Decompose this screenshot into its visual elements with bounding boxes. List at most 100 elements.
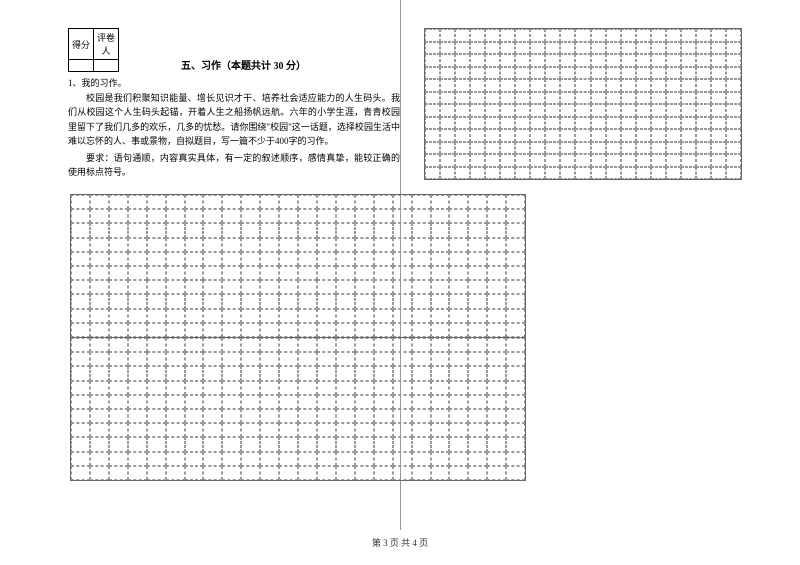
grid-cell [455, 154, 470, 167]
grid-cell [412, 209, 431, 223]
grid-cell [485, 54, 500, 67]
grid-cell [374, 352, 393, 366]
grid-cell [336, 381, 355, 395]
grid-cell [393, 381, 412, 395]
grid-cell [355, 223, 374, 237]
grid-cell [575, 29, 590, 42]
grid-cell [298, 280, 317, 294]
grid-cell [147, 266, 166, 280]
grid-cell [260, 395, 279, 409]
grid-cell [90, 238, 109, 252]
grid-cell [241, 294, 260, 308]
grid-cell [374, 266, 393, 280]
grid-row [71, 195, 525, 209]
grid-cell [681, 104, 696, 117]
grid-cell [128, 280, 147, 294]
grid-row [71, 366, 525, 380]
grid-cell [185, 437, 204, 451]
grid-row [71, 395, 525, 409]
grid-cell [412, 195, 431, 209]
grid-cell [147, 280, 166, 294]
grid-cell [681, 54, 696, 67]
grid-cell [393, 423, 412, 437]
grid-cell [455, 29, 470, 42]
grid-cell [109, 209, 128, 223]
grid-cell [279, 195, 298, 209]
grid-cell [222, 338, 241, 352]
grid-cell [336, 223, 355, 237]
grid-cell [222, 452, 241, 466]
grid-cell [185, 466, 204, 480]
grid-cell [90, 195, 109, 209]
grid-cell [317, 366, 336, 380]
grid-cell [606, 42, 621, 55]
grid-cell [317, 294, 336, 308]
grid-cell [606, 142, 621, 155]
grid-cell [666, 167, 681, 180]
grid-cell [71, 323, 90, 337]
grid-cell [431, 381, 450, 395]
grid-cell [147, 294, 166, 308]
grid-cell [374, 309, 393, 323]
grid-cell [90, 452, 109, 466]
grid-row [71, 238, 525, 252]
grid-cell [166, 366, 185, 380]
grid-cell [412, 294, 431, 308]
grid-cell [621, 104, 636, 117]
grid-cell [440, 104, 455, 117]
grid-cell [279, 266, 298, 280]
grid-cell [666, 79, 681, 92]
grid-cell [166, 309, 185, 323]
grid-cell [355, 381, 374, 395]
grid-cell [485, 29, 500, 42]
grid-cell [560, 92, 575, 105]
grid-cell [203, 266, 222, 280]
grid-cell [185, 309, 204, 323]
grid-cell [298, 466, 317, 480]
grid-cell [336, 452, 355, 466]
grid-cell [412, 266, 431, 280]
grid-cell [606, 92, 621, 105]
grid-cell [109, 280, 128, 294]
grid-cell [726, 92, 741, 105]
grid-row [71, 423, 525, 437]
grid-cell [487, 238, 506, 252]
grid-cell [621, 54, 636, 67]
grid-cell [222, 352, 241, 366]
grid-cell [260, 252, 279, 266]
grid-cell [606, 129, 621, 142]
grid-cell [487, 323, 506, 337]
grid-cell [317, 238, 336, 252]
grid-cell [393, 366, 412, 380]
grid-cell [468, 195, 487, 209]
grid-cell [203, 280, 222, 294]
grid-cell [487, 352, 506, 366]
grid-cell [681, 42, 696, 55]
grid-cell [166, 352, 185, 366]
grid-cell [241, 352, 260, 366]
grid-cell [425, 117, 440, 130]
grid-cell [591, 129, 606, 142]
grid-cell [298, 423, 317, 437]
grid-cell [298, 309, 317, 323]
grid-cell [355, 294, 374, 308]
grid-cell [606, 79, 621, 92]
grid-cell [355, 423, 374, 437]
grid-cell [109, 381, 128, 395]
grid-cell [147, 409, 166, 423]
grid-cell [449, 309, 468, 323]
grid-cell [317, 209, 336, 223]
grid-cell [431, 338, 450, 352]
grid-cell [317, 223, 336, 237]
grid-cell [109, 252, 128, 266]
grid-cell [90, 366, 109, 380]
grid-cell [374, 209, 393, 223]
grid-cell [241, 381, 260, 395]
grid-cell [651, 92, 666, 105]
grid-cell [506, 209, 525, 223]
grid-cell [485, 142, 500, 155]
grid-cell [90, 294, 109, 308]
grid-cell [393, 466, 412, 480]
grid-cell [621, 167, 636, 180]
grid-cell [515, 79, 530, 92]
